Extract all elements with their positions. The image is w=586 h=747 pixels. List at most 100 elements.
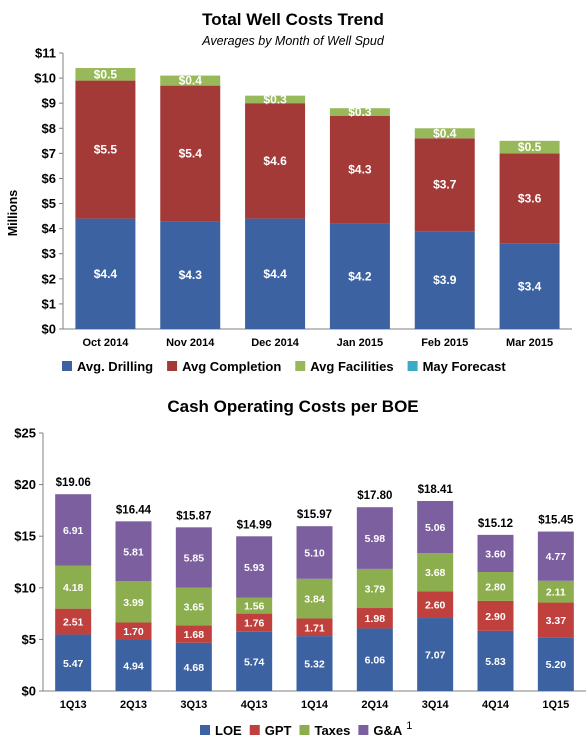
bar-segment (537, 602, 574, 638)
data-label: $0.5 (518, 140, 542, 154)
y-tick-label: $0 (22, 684, 36, 699)
data-label: 3.37 (546, 615, 567, 627)
y-tick-label: $25 (14, 426, 36, 441)
data-label: 3.84 (304, 594, 325, 606)
y-tick-label: $6 (42, 171, 56, 186)
x-category-label: Jan 2015 (337, 337, 383, 349)
bar-segment (175, 642, 212, 691)
legend-label: Avg Facilities (310, 359, 393, 374)
legend-swatch (62, 361, 72, 371)
data-label: 5.74 (244, 656, 265, 668)
data-label: 5.47 (63, 658, 84, 670)
total-label: $18.41 (418, 484, 454, 496)
x-category-label: 2Q14 (361, 699, 389, 711)
data-label: $3.4 (518, 279, 542, 293)
legend-label: LOE (215, 723, 242, 738)
data-label: 5.06 (425, 522, 446, 534)
bar-segment (414, 138, 475, 232)
total-label: $15.97 (297, 509, 332, 521)
data-label: 3.99 (123, 597, 144, 609)
total-label: $16.44 (116, 504, 152, 516)
x-category-label: 3Q14 (422, 699, 450, 711)
bar-segment (356, 608, 393, 629)
legend-swatch (358, 725, 369, 735)
data-label: 2.60 (425, 600, 446, 612)
x-category-label: 4Q14 (482, 699, 510, 711)
bar-segment (236, 536, 273, 598)
total-label: $15.45 (538, 515, 574, 527)
data-label: 1.76 (244, 618, 265, 630)
data-label: 2.80 (485, 581, 506, 593)
legend-label: Taxes (314, 723, 350, 738)
bar-segment (245, 95, 306, 104)
data-label: 6.06 (365, 655, 386, 667)
total-label: $15.87 (176, 510, 211, 522)
bar-segment (75, 68, 136, 81)
data-label: $4.4 (263, 267, 287, 281)
bar-segment (115, 521, 152, 582)
y-tick-label: $3 (42, 246, 56, 261)
x-category-label: 2Q13 (120, 699, 147, 711)
legend-swatch (407, 361, 418, 371)
y-tick-label: $2 (42, 271, 56, 286)
data-label: $0.3 (348, 105, 372, 119)
bar-segment (477, 630, 514, 691)
legend-label: May Forecast (423, 359, 507, 374)
chart1-bars: $4.4 $5.5 $0.5 $4.3 $5.4 $0.4 $4.4 $4.6 $0.3 $4.2… (75, 67, 560, 329)
data-label: 6.91 (63, 525, 84, 537)
bar-segment (414, 128, 475, 139)
y-tick-label: $15 (14, 529, 36, 544)
data-label: 3.60 (485, 548, 506, 560)
bar-segment (160, 75, 221, 86)
y-tick-label: $1 (42, 296, 56, 311)
data-label: $0.5 (94, 67, 118, 81)
bar-segment (296, 526, 333, 579)
y-tick-label: $9 (42, 96, 56, 111)
bar-segment (245, 103, 306, 219)
bar-segment (417, 553, 454, 592)
x-category-label: Dec 2014 (251, 337, 300, 349)
data-label: 7.07 (425, 650, 446, 662)
y-tick-label: $4 (42, 221, 57, 236)
legend-swatch (200, 725, 210, 735)
x-category-label: 3Q13 (180, 699, 207, 711)
data-label: $0.4 (179, 74, 203, 88)
data-label: 5.20 (546, 659, 567, 671)
chart1-subtitle: Averages by Month of Well Spud (201, 34, 385, 48)
chart2-bars: 5.47 2.51 4.18 6.91 $19.06 4.94 1.70 3.99 5.81 $1… (55, 477, 574, 691)
bar-segment (55, 565, 92, 609)
bar-segment (356, 568, 393, 609)
bar-segment (356, 628, 393, 691)
bar-segment (175, 625, 212, 643)
legend-swatch (249, 725, 260, 735)
bar-segment (115, 640, 152, 691)
data-label: 5.81 (123, 546, 144, 558)
data-label: 1.71 (304, 622, 325, 634)
y-tick-label: $10 (14, 580, 36, 595)
chart2-title: Cash Operating Costs per BOE (167, 397, 418, 416)
bar-segment (75, 80, 136, 219)
bar-segment (236, 631, 273, 691)
data-label: $4.3 (179, 268, 203, 282)
bar-segment (356, 507, 393, 569)
chart2-axes: $0 $5 $10 $15 $20 $25 1Q13 2Q13 3Q13 4Q13 1Q14 2Q14… (14, 426, 586, 711)
x-category-label: 1Q13 (60, 699, 87, 711)
bar-segment (236, 597, 273, 614)
x-category-label: 1Q15 (542, 699, 569, 711)
total-label: $17.80 (357, 490, 392, 502)
data-label: 4.18 (63, 582, 84, 594)
bar-segment (175, 527, 212, 588)
x-category-label: Nov 2014 (166, 337, 215, 349)
total-well-costs-chart: Total Well Costs Trend Averages by Month… (6, 10, 572, 374)
y-tick-label: $7 (42, 146, 56, 161)
legend-footnote: 1 (406, 720, 412, 732)
data-label: $3.9 (433, 273, 457, 287)
cash-operating-costs-chart: Cash Operating Costs per BOE $0$5$10$15$… (14, 397, 586, 738)
legend-swatch (299, 725, 310, 735)
y-tick-label: $20 (14, 477, 36, 492)
bar-segment (417, 618, 454, 691)
bar-segment (499, 140, 560, 154)
x-category-label: Mar 2015 (506, 337, 553, 349)
data-label: 5.10 (304, 548, 325, 560)
x-category-label: Feb 2015 (421, 337, 468, 349)
